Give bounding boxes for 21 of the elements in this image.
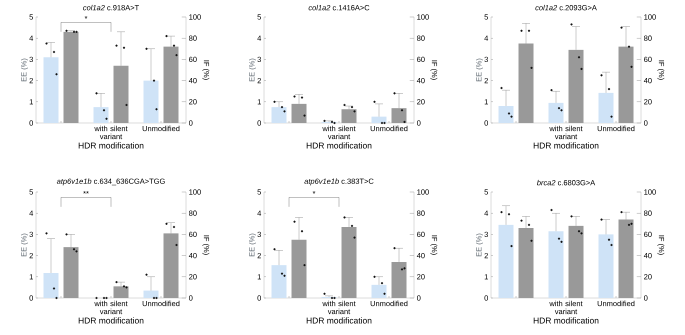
bar	[498, 106, 514, 123]
bar	[272, 265, 287, 298]
bar	[94, 107, 109, 123]
bar	[372, 284, 387, 298]
bar	[548, 231, 564, 298]
bar	[144, 80, 159, 123]
bar	[498, 224, 514, 298]
x-axis-title: HDR modification	[78, 142, 144, 149]
bar	[548, 102, 564, 123]
x-axis-title: HDR modification	[306, 317, 372, 324]
x-axis-title: HDR modification	[78, 317, 144, 324]
bar	[272, 107, 287, 123]
x-axis-title: HDR modification	[534, 142, 598, 149]
bar	[114, 286, 129, 298]
bar	[64, 32, 79, 123]
x-axis-title: HDR modification	[534, 317, 598, 324]
bar	[372, 116, 387, 123]
x-axis-title: HDR modification	[306, 142, 372, 149]
bar	[598, 92, 614, 123]
bar	[598, 234, 614, 298]
bar	[44, 57, 59, 123]
